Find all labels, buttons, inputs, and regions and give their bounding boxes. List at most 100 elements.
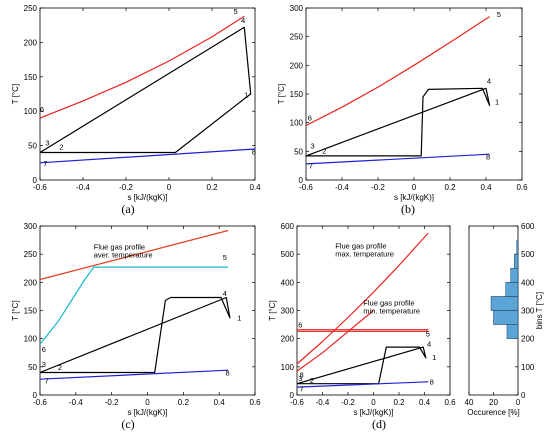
annotation-label: 6 bbox=[42, 345, 46, 354]
annotation-label: min. temperature bbox=[363, 306, 420, 315]
series-line-2 bbox=[305, 153, 490, 165]
y-tick-label: 250 bbox=[290, 33, 304, 42]
x-tick-label: -0.2 bbox=[371, 183, 385, 192]
histogram-bar bbox=[516, 239, 519, 255]
x-tick-label: 0 bbox=[412, 183, 417, 192]
y-tick-label: 100 bbox=[24, 335, 38, 344]
y-tick-label: 0 bbox=[299, 176, 304, 185]
annotation-label: 2 bbox=[322, 147, 326, 156]
annotation-label: 6 bbox=[298, 320, 302, 329]
y-tick-label: 100 bbox=[281, 363, 295, 372]
annotation-label: 2 bbox=[59, 143, 63, 152]
y-tick-label: 500 bbox=[521, 250, 535, 259]
y-tick-label: 150 bbox=[24, 73, 38, 82]
annotation-label: 5 bbox=[497, 10, 501, 19]
panel-c: -0.6 -0.4 -0.2 0 0.2 0.4 0.6 0 50 100 150 200 250 300… bbox=[11, 222, 261, 431]
x-tick-label: 0.2 bbox=[444, 183, 456, 192]
y-axis-label: T [°C] bbox=[11, 84, 20, 104]
y-tick-label: 200 bbox=[24, 278, 38, 287]
series-line-2 bbox=[39, 148, 256, 164]
panel-a: -0.6 -0.4 -0.2 0 0.2 0.4 0 50 100 150 200 250 s [kJ/… bbox=[11, 4, 261, 216]
x-tick-label: -0.2 bbox=[105, 398, 119, 407]
y-tick-label: 250 bbox=[24, 250, 38, 259]
x-tick-label: -0.4 bbox=[69, 398, 83, 407]
annotation-label: 7 bbox=[43, 159, 47, 168]
panel-caption: (c) bbox=[121, 417, 134, 431]
x-tick-label: 0.2 bbox=[178, 398, 190, 407]
y-tick-label: 300 bbox=[521, 307, 535, 316]
panel-caption: (a) bbox=[121, 202, 134, 216]
annotation-label: 7 bbox=[300, 385, 304, 394]
panel-caption: (b) bbox=[401, 202, 415, 216]
annotation-label: max. temperature bbox=[335, 249, 394, 258]
series-line-0 bbox=[39, 229, 229, 281]
annotation-label: 3 bbox=[45, 139, 49, 148]
x-tick-label: -0.2 bbox=[341, 398, 355, 407]
y-tick-label: 50 bbox=[294, 147, 303, 156]
x-tick-label: 0 bbox=[145, 398, 150, 407]
panel-d: -0.6 -0.4 -0.2 0 0.2 0.4 0.6 0 100 200 300 400 500 60… bbox=[268, 222, 456, 431]
histogram-bar bbox=[493, 310, 519, 325]
x-tick-label: 0 bbox=[371, 398, 376, 407]
x-axis-label: s [kJ/(kgK)] bbox=[394, 193, 434, 202]
x-tick-label: -0.6 bbox=[33, 183, 47, 192]
series-line-2 bbox=[39, 296, 231, 374]
y-tick-label: 0 bbox=[521, 391, 526, 400]
x-tick-label: -0.6 bbox=[33, 398, 47, 407]
panel-b: -0.6 -0.4 -0.2 0 0.2 0.4 0.6 0 50 100 150 200 250 300… bbox=[277, 4, 528, 216]
annotation-label: 8 bbox=[430, 377, 434, 386]
x-axis-label: s [kJ/(kgK)] bbox=[127, 408, 167, 417]
y-tick-label: 0 bbox=[33, 391, 38, 400]
histogram-bar bbox=[510, 268, 519, 283]
annotation-label: 1 bbox=[432, 353, 436, 362]
y-tick-label: 0 bbox=[290, 391, 295, 400]
x-tick-label: 0.2 bbox=[206, 183, 218, 192]
annotation-label: 5 bbox=[234, 7, 238, 16]
annotation-label: 1 bbox=[237, 314, 241, 323]
annotation-label: 5 bbox=[223, 253, 227, 262]
y-tick-label: 400 bbox=[281, 278, 295, 287]
x-tick-label: -0.4 bbox=[76, 183, 90, 192]
y-tick-label: 250 bbox=[24, 4, 38, 13]
y-tick-label: 200 bbox=[290, 61, 304, 70]
x-tick-label: 0.6 bbox=[249, 398, 261, 407]
x-tick-label: 20 bbox=[489, 398, 498, 407]
x-axis-label: Occurence [%] bbox=[467, 408, 519, 417]
series-line-0 bbox=[305, 16, 490, 127]
series-line-1 bbox=[296, 310, 374, 372]
y-tick-label: 0 bbox=[33, 176, 38, 185]
y-axis-label: T [°C] bbox=[277, 84, 286, 104]
series-line-4 bbox=[296, 346, 427, 385]
y-tick-label: 600 bbox=[281, 222, 295, 231]
annotation-label: 8 bbox=[225, 368, 229, 377]
y-tick-label: 50 bbox=[28, 142, 37, 151]
y-tick-label: 100 bbox=[290, 119, 304, 128]
series-line-0 bbox=[39, 15, 245, 119]
panel-caption: (d) bbox=[372, 417, 386, 431]
x-tick-label: 0.6 bbox=[444, 398, 456, 407]
x-tick-label: 0 bbox=[167, 183, 172, 192]
annotation-label: 6 bbox=[308, 113, 312, 122]
y-tick-label: 300 bbox=[24, 222, 38, 231]
annotation-label: 5 bbox=[426, 329, 430, 338]
x-tick-label: 0.4 bbox=[214, 398, 226, 407]
y-tick-label: 100 bbox=[24, 107, 38, 116]
y-axis-label: bins T [°C] bbox=[535, 292, 544, 329]
annotation-label: 2 bbox=[58, 363, 62, 372]
series-line-5 bbox=[296, 381, 429, 388]
x-axis-label: s [kJ/(kgK)] bbox=[127, 193, 167, 202]
y-tick-label: 600 bbox=[521, 222, 535, 231]
annotation-label: 3 bbox=[42, 360, 46, 369]
y-tick-label: 300 bbox=[290, 4, 304, 13]
x-tick-label: 0 bbox=[516, 398, 521, 407]
x-tick-label: 0.4 bbox=[480, 183, 492, 192]
y-tick-label: 400 bbox=[521, 278, 535, 287]
x-tick-label: -0.2 bbox=[119, 183, 133, 192]
x-tick-label: -0.4 bbox=[316, 398, 330, 407]
y-tick-label: 200 bbox=[281, 335, 295, 344]
annotation-label: 8 bbox=[252, 148, 256, 157]
annotation-label: Flue gas profile bbox=[335, 242, 386, 251]
y-tick-label: 50 bbox=[28, 363, 37, 372]
y-tick-label: 100 bbox=[521, 363, 535, 372]
